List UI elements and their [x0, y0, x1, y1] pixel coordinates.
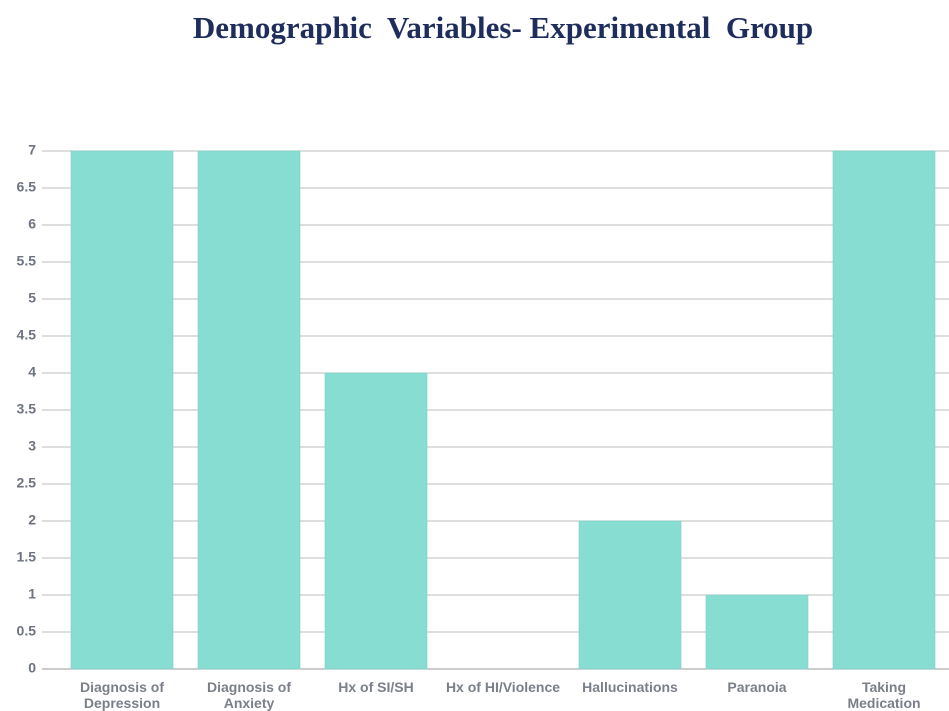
y-tick-label: 5 — [28, 290, 36, 306]
y-tick-label: 3 — [28, 438, 36, 454]
y-tick-label: 5.5 — [17, 253, 37, 269]
y-tick-label: 6 — [28, 216, 36, 232]
y-tick-label: 7 — [28, 142, 36, 158]
y-tick-label: 4.5 — [17, 327, 37, 343]
y-tick-label: 1 — [28, 586, 36, 602]
y-tick-label: 1.5 — [17, 549, 37, 565]
x-tick-label: Taking Medication — [847, 679, 921, 711]
x-tick-label: Hallucinations — [582, 679, 678, 695]
y-tick-label: 0.5 — [17, 623, 37, 639]
x-tick-label: Paranoia — [727, 679, 787, 695]
x-tick-label: Diagnosis of Depression — [79, 679, 164, 711]
y-tick-label: 2.5 — [17, 475, 37, 491]
x-tick-label: Hx of SI/SH — [338, 679, 414, 695]
bar — [578, 520, 682, 670]
y-tick-label: 4 — [28, 364, 36, 380]
chart-title: Demographic Variables- Experimental Grou… — [193, 10, 813, 45]
bar — [324, 372, 428, 670]
bar — [197, 150, 301, 670]
bar — [832, 150, 936, 670]
bar — [705, 594, 809, 670]
y-tick-label: 3.5 — [17, 401, 37, 417]
x-tick-label: Hx of HI/Violence — [445, 679, 561, 695]
y-tick-label: 0 — [28, 660, 36, 676]
y-tick-label: 2 — [28, 512, 36, 528]
bar — [70, 150, 174, 670]
x-tick-label: Diagnosis of Anxiety — [206, 679, 291, 711]
y-tick-label: 6.5 — [17, 179, 37, 195]
